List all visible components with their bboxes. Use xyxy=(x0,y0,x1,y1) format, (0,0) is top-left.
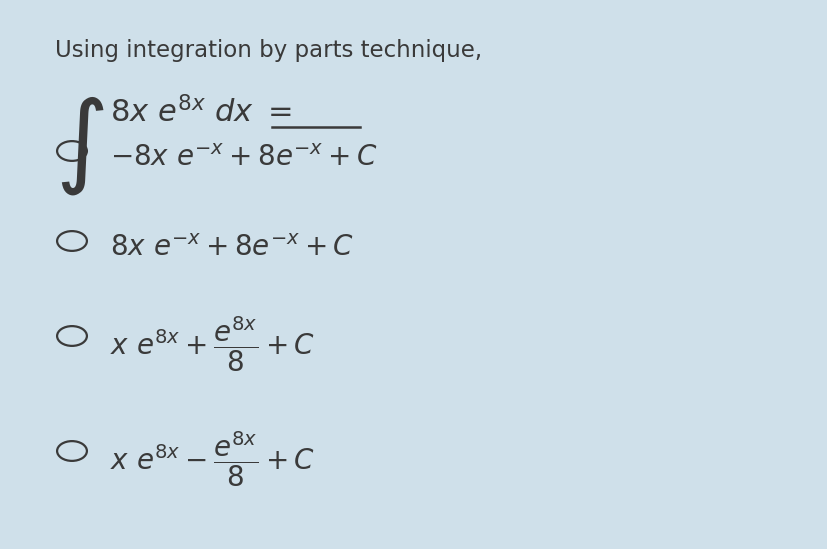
Text: $-8x\ e^{-x} + 8e^{-x} + C$: $-8x\ e^{-x} + 8e^{-x} + C$ xyxy=(110,145,377,172)
Text: $8x\ e^{-x} + 8e^{-x} + C$: $8x\ e^{-x} + 8e^{-x} + C$ xyxy=(110,236,354,262)
Text: $8x\ e^{8x}\ dx\ =$: $8x\ e^{8x}\ dx\ =$ xyxy=(110,97,292,130)
Text: $x\ e^{8x} + \dfrac{e^{8x}}{8} + C$: $x\ e^{8x} + \dfrac{e^{8x}}{8} + C$ xyxy=(110,314,315,374)
Text: $x\ e^{8x} - \dfrac{e^{8x}}{8} + C$: $x\ e^{8x} - \dfrac{e^{8x}}{8} + C$ xyxy=(110,429,315,489)
Text: $\int$: $\int$ xyxy=(55,94,104,197)
Text: Using integration by parts technique,: Using integration by parts technique, xyxy=(55,39,481,62)
